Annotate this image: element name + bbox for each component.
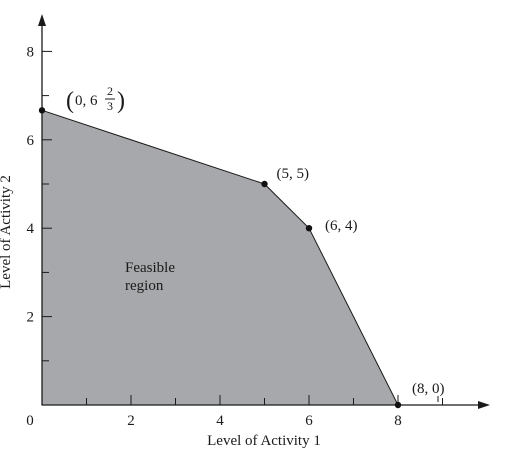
axes [38,14,490,409]
vertex-label: (8, 0) [412,381,445,397]
label-whole-part: 0, 6 [75,93,98,109]
region-layer [41,109,399,406]
x-tick-label: 8 [394,413,402,429]
vertex-point [305,225,313,232]
x-tick-label: 6 [305,413,313,429]
label-frac-denominator: 3 [107,99,113,113]
y-axis-title: Level of Activity 2 [0,175,14,289]
x-tick-label: 0 [26,413,34,429]
feasible-region-polygon [41,109,399,406]
x-tick-label: 2 [127,413,135,429]
vertex-label: (0, 6 23) [66,84,125,114]
x-axis-title: Level of Activity 1 [207,433,321,449]
vertex-label: (6, 4) [325,218,358,234]
y-axis-arrow [38,14,46,26]
vertex-label: (5, 5) [277,166,310,182]
ticks: 0 2 4 6 8 2 4 6 8 [26,44,443,429]
y-tick-label: 6 [27,133,35,149]
label-frac-numerator: 2 [107,84,113,98]
vertex-points: (0, 6 23) (5, 5) (6, 4) (8, 0) [38,84,445,409]
label-open-paren: ( [66,88,74,114]
x-axis-arrow [478,401,490,409]
y-tick-label: 8 [27,44,35,60]
vertex-point [38,107,46,114]
x-tick-label: 4 [216,413,224,429]
vertex-point [394,401,402,409]
region-label: Feasible region [125,260,175,294]
y-tick-label: 4 [27,221,35,237]
vertex-point [261,180,268,188]
label-close-paren: ) [117,88,125,114]
y-tick-label: 2 [27,310,35,326]
